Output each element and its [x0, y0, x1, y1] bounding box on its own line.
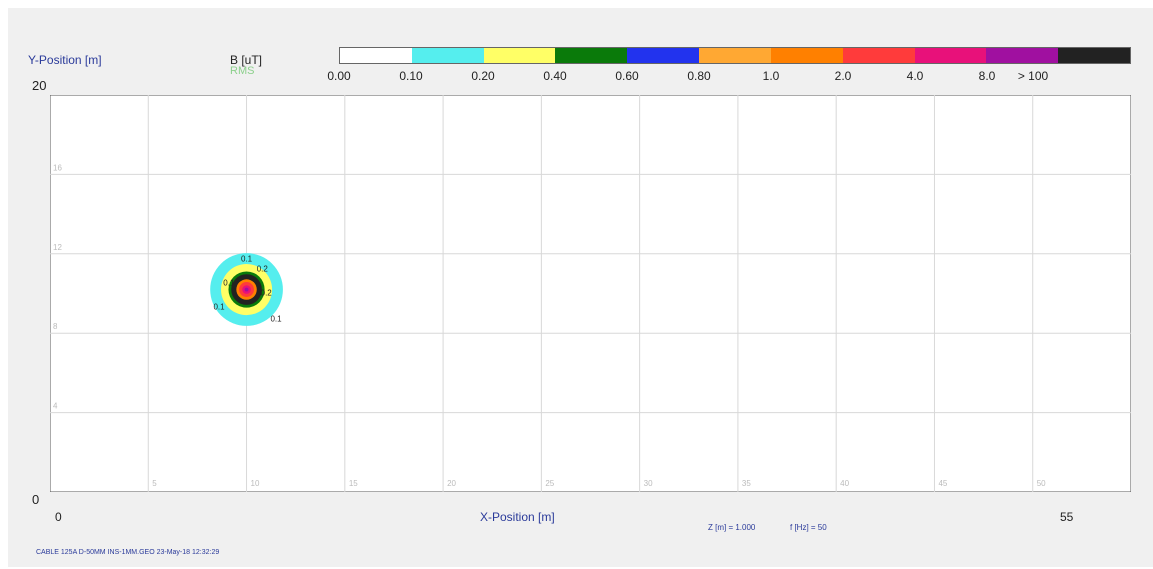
field-plot: 5 10 15 20 25 30 35 40 45 50 4 8 12 16 0.1 0.2 0.1 0.2 0.1… [50, 95, 1131, 492]
color-scale-tick-label: 8.0 [978, 69, 996, 83]
color-swatch-2 [483, 48, 556, 63]
x-tick-label: 15 [349, 479, 358, 488]
frequency-parameter: f [Hz] = 50 [790, 523, 827, 532]
x-tick-label: 45 [938, 479, 947, 488]
color-scale-tick-label: 0.20 [471, 69, 495, 83]
field-contour-8 [244, 287, 249, 292]
color-swatch-5 [699, 48, 771, 63]
color-scale-tick-label: 2.0 [834, 69, 852, 83]
contour-label: 0.1 [241, 255, 253, 264]
color-swatch-8 [914, 48, 987, 63]
color-swatch-4 [627, 48, 700, 63]
x-axis-min-label: 0 [55, 510, 62, 524]
color-scale-tick-label: 0.10 [399, 69, 423, 83]
color-swatch-7 [842, 48, 915, 63]
x-tick-label: 25 [545, 479, 554, 488]
z-parameter: Z [m] = 1.000 [708, 523, 756, 532]
x-tick-label: 5 [152, 479, 157, 488]
file-footer: CABLE 125A D-50MM INS-1MM.GEO 23-May-18 … [36, 549, 220, 556]
y-tick-label: 4 [53, 402, 58, 411]
color-swatch-9 [986, 48, 1059, 63]
y-axis-min-label: 0 [32, 492, 40, 507]
color-scale-tick-label: 0.60 [615, 69, 639, 83]
color-swatch-1 [411, 48, 484, 63]
color-scale-tick-label: 1.0 [762, 69, 780, 83]
y-tick-label: 8 [53, 322, 58, 331]
color-scale-tick-label: > 100 [1017, 69, 1049, 83]
legend-unit-label: B [uT] [230, 53, 263, 67]
color-swatch-10 [1058, 48, 1130, 63]
color-swatch-0 [340, 48, 412, 63]
contour-label: 0.1 [223, 279, 235, 288]
x-tick-label: 50 [1037, 479, 1046, 488]
x-axis-label: X-Position [m] [480, 510, 555, 524]
x-tick-label: 30 [644, 479, 653, 488]
color-scale-tick-label: 4.0 [906, 69, 924, 83]
x-tick-label: 35 [742, 479, 751, 488]
contour-label: 0.1 [270, 314, 282, 323]
contour-label: 0.2 [257, 265, 269, 274]
color-scale-ticks: 0.00 0.10 0.20 0.40 0.60 0.80 1.0 2.0 4.0 8.0 > 10… [0, 69, 1153, 85]
color-scale-tick-label: 0.80 [687, 69, 711, 83]
y-axis-label: Y-Position [m] [28, 53, 102, 67]
x-tick-label: 40 [840, 479, 849, 488]
x-tick-label: 20 [447, 479, 456, 488]
x-axis-max-label: 55 [1060, 510, 1074, 524]
contour-label: 0.1 [213, 302, 225, 311]
y-tick-label: 16 [53, 163, 62, 172]
legend-mode-label: RMS [230, 65, 255, 77]
color-swatch-6 [770, 48, 843, 63]
x-tick-label: 10 [251, 479, 260, 488]
color-scale-bar [339, 47, 1131, 64]
color-scale-tick-label: 0.40 [543, 69, 567, 83]
color-scale-tick-label: 0.00 [327, 69, 351, 83]
color-swatch-3 [555, 48, 628, 63]
y-axis-max-label: 20 [32, 78, 47, 93]
y-tick-label: 12 [53, 243, 62, 252]
contour-label: 0.2 [261, 288, 273, 297]
